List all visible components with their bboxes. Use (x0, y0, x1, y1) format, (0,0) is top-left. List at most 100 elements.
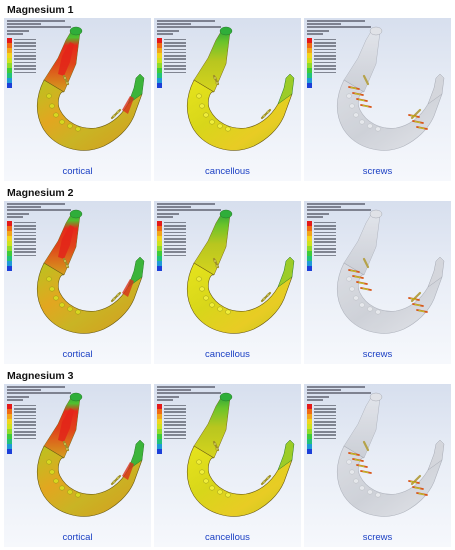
legend-swatch (157, 434, 162, 439)
legend-swatch (157, 231, 162, 236)
screws-mandible-model (336, 392, 445, 517)
fixation-plate (362, 257, 370, 269)
tooth-socket (67, 123, 73, 129)
legend-swatch (7, 83, 12, 88)
legend-swatch (7, 414, 12, 419)
tooth-socket (49, 469, 55, 475)
screw-highlight (358, 99, 365, 101)
legend-swatch (7, 419, 12, 424)
legend-swatch (157, 53, 162, 58)
tooth-socket (49, 286, 55, 292)
tooth-socket (359, 119, 365, 125)
panel-header-text (307, 203, 385, 219)
legend-swatch (307, 78, 312, 83)
screws-caption: screws (362, 532, 393, 543)
section-title: Magnesium 3 (7, 370, 74, 382)
left-ramus (343, 29, 381, 93)
screws-mandible-model (336, 209, 445, 334)
legend-swatch (7, 58, 12, 63)
legend-swatch (307, 231, 312, 236)
screw-highlight (354, 276, 361, 278)
tooth-socket (349, 469, 355, 475)
cancellous-mandible-model (186, 209, 295, 334)
right-ramus (427, 73, 445, 105)
screw-head (266, 293, 270, 297)
screw-head (116, 293, 120, 297)
tooth-socket (367, 306, 373, 312)
legend-swatch (7, 78, 12, 83)
tooth-socket (375, 309, 381, 315)
stress-hotspot (58, 408, 74, 442)
mandible-body (186, 79, 293, 151)
legend-swatch (7, 226, 12, 231)
legend-swatch (157, 43, 162, 48)
legend-swatch (157, 261, 162, 266)
screw-highlight (358, 282, 365, 284)
right-ramus (127, 256, 145, 288)
legend-swatch (157, 226, 162, 231)
tooth-socket (75, 492, 81, 498)
legend-swatch (157, 221, 162, 226)
screw-highlight (418, 310, 425, 312)
screw-head (63, 442, 67, 446)
tooth-socket (217, 489, 223, 495)
legend-swatch (157, 449, 162, 454)
screws-caption: screws (362, 166, 393, 177)
screw-highlight (350, 453, 357, 455)
screw-highlight (362, 471, 369, 473)
tooth-socket (225, 309, 231, 315)
tooth-socket (217, 306, 223, 312)
screw-highlight (350, 87, 357, 89)
legend-swatch (157, 236, 162, 241)
tooth-socket (225, 492, 231, 498)
right-ramus (127, 439, 145, 471)
left-condyle (369, 26, 383, 36)
legend-swatch (157, 439, 162, 444)
section-title: Magnesium 1 (7, 4, 74, 16)
tooth-socket (367, 489, 373, 495)
stress-hotspot (58, 225, 74, 259)
legend-swatch (307, 409, 312, 414)
stress-hotspot (122, 279, 134, 297)
legend-swatch (7, 251, 12, 256)
cortical-mandible-model (36, 392, 145, 517)
tooth-socket (46, 93, 52, 99)
legend-swatch (7, 444, 12, 449)
screws-panel: screws (304, 201, 451, 364)
left-condyle (369, 209, 383, 219)
legend-swatch (7, 48, 12, 53)
legend-swatch (307, 414, 312, 419)
legend-swatch (157, 256, 162, 261)
tooth-socket (196, 93, 202, 99)
tooth-socket (203, 295, 209, 301)
screw-head (112, 480, 116, 484)
legend-swatch (7, 409, 12, 414)
tooth-socket (75, 309, 81, 315)
mandible-body (186, 445, 293, 517)
legend-swatch (307, 266, 312, 271)
cortical-panel: cortical (4, 384, 151, 547)
right-ramus (127, 73, 145, 105)
tooth-socket (49, 103, 55, 109)
cancellous-panel: cancellous (154, 18, 301, 181)
tooth-socket (346, 93, 352, 99)
tooth-socket (367, 123, 373, 129)
legend-swatch (307, 246, 312, 251)
legend-swatch (157, 246, 162, 251)
mandible-body (36, 79, 143, 151)
screw-highlight (350, 270, 357, 272)
left-ramus (193, 212, 231, 276)
cortical-caption: cortical (62, 532, 93, 543)
screw-head (63, 76, 67, 80)
tooth-socket (67, 306, 73, 312)
cortical-mandible-model (36, 209, 145, 334)
screw-highlight (410, 481, 417, 483)
legend-swatch (307, 256, 312, 261)
cortical-mandible-model (36, 26, 145, 151)
cortical-panel: cortical (4, 18, 151, 181)
screw-head (266, 110, 270, 114)
legend-swatch (7, 434, 12, 439)
legend-swatch (307, 404, 312, 409)
screw-head (262, 297, 266, 301)
cancellous-caption: cancellous (205, 166, 250, 177)
